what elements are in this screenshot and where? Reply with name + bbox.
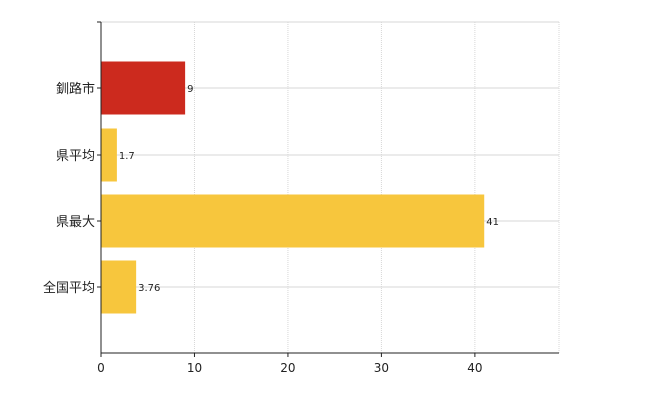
data-label-2: 1.7	[119, 151, 135, 162]
data-label-4: 3.76	[138, 283, 160, 294]
x-tick-label: 20	[280, 361, 295, 375]
bar-1	[101, 61, 186, 115]
category-label-1: 釧路市	[56, 81, 95, 97]
data-label-3: 41	[486, 217, 499, 228]
x-tick-label: 10	[187, 361, 202, 375]
bar-2	[101, 128, 117, 182]
x-tick-label: 30	[374, 361, 389, 375]
labels: 9 釧路市 1.7 県平均 41 県最大 3.76 全国平均 0 10 20 30 40	[43, 81, 499, 375]
bar-3	[101, 194, 485, 248]
bars	[101, 61, 485, 314]
x-tick-label: 0	[97, 361, 105, 375]
category-label-2: 県平均	[56, 149, 95, 164]
axes	[100, 22, 559, 354]
category-label-3: 県最大	[56, 215, 95, 230]
data-label-1: 9	[187, 84, 193, 95]
category-label-4: 全国平均	[43, 280, 95, 296]
axis-ticks	[97, 21, 476, 357]
x-tick-label: 40	[467, 361, 482, 375]
bar-4	[101, 260, 137, 314]
